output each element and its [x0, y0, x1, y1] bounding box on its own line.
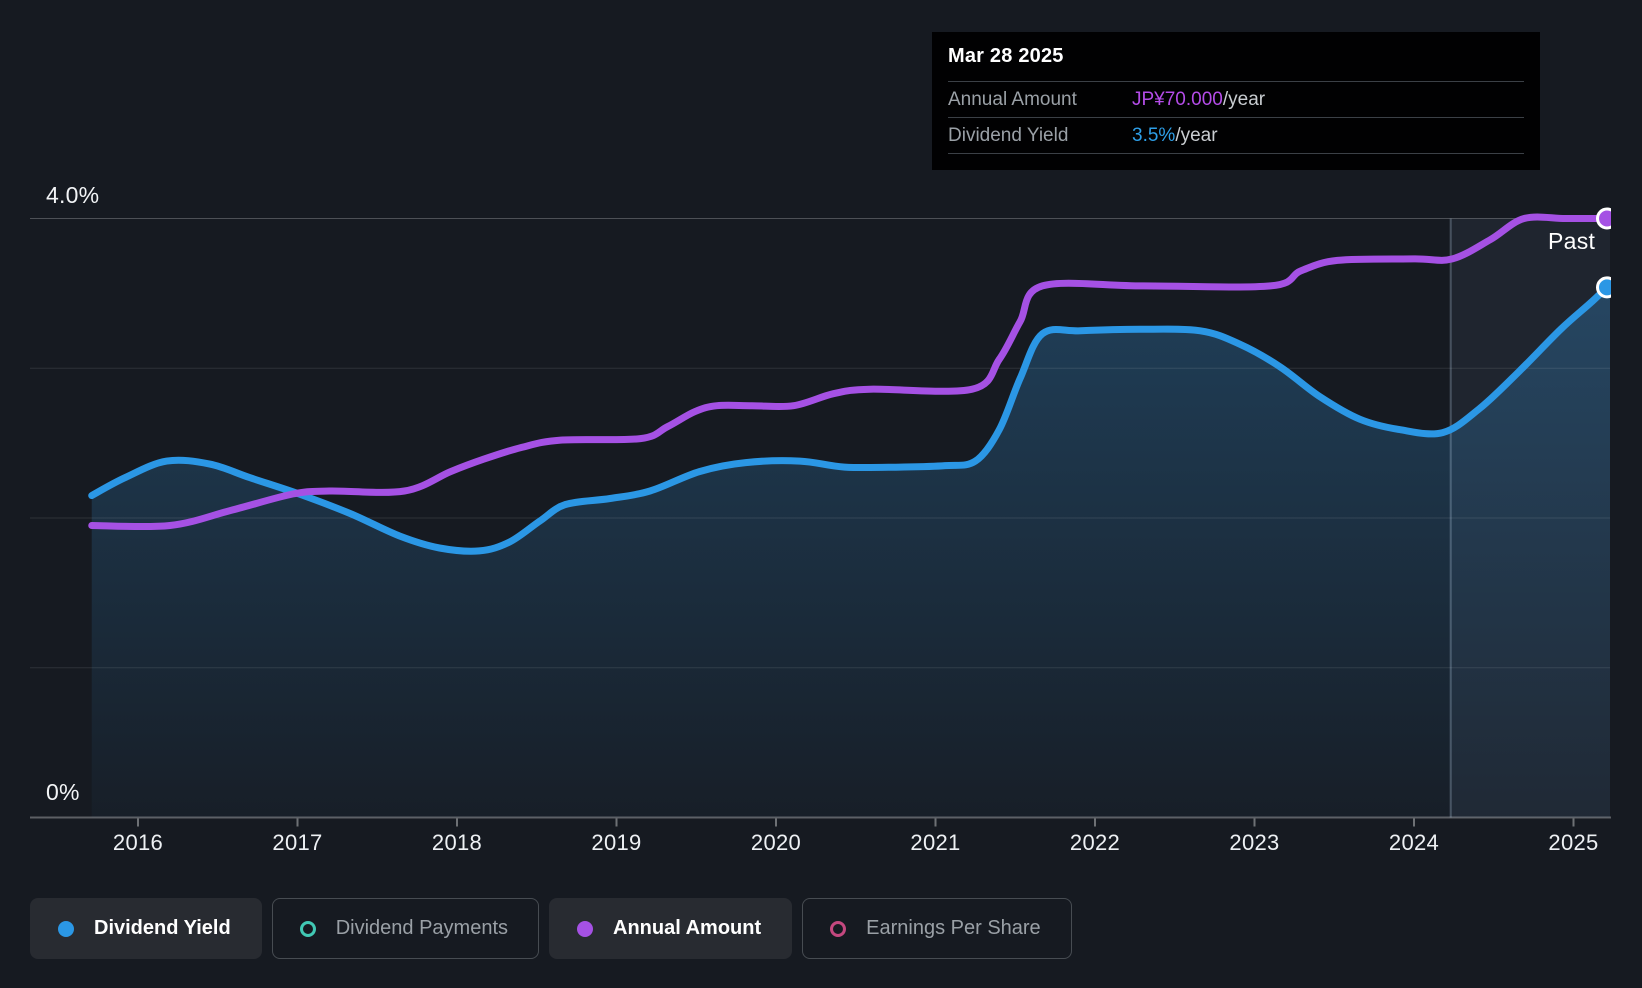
x-axis-label: 2019: [591, 830, 642, 855]
tooltip-row-label: Dividend Yield: [948, 124, 1069, 146]
annual-amount-end-marker: [1595, 207, 1611, 230]
x-axis-label: 2018: [431, 830, 483, 855]
legend-button-dividend-yield[interactable]: Dividend Yield: [30, 898, 262, 959]
y-axis-label-max: 4.0%: [46, 182, 100, 208]
x-axis-label: 2025: [1548, 830, 1599, 855]
x-axis-label: 2024: [1388, 830, 1440, 855]
legend-label: Dividend Yield: [94, 917, 231, 939]
x-axis-label: 2023: [1229, 830, 1280, 855]
x-axis-label: 2017: [272, 830, 323, 855]
tooltip-row: Dividend Yield 3.5%/year: [948, 118, 1524, 154]
tooltip-row: Annual Amount JP¥70.000/year: [948, 82, 1524, 118]
dividend-yield-area: [91, 287, 1611, 818]
legend-label: Annual Amount: [613, 917, 762, 939]
annual-amount-line: [88, 213, 1611, 531]
legend-label: Earnings Per Share: [866, 917, 1041, 939]
legend-button-annual-amount[interactable]: Annual Amount: [549, 898, 793, 959]
dividend-yield-legend-dot-icon: [58, 920, 74, 937]
tooltip-row-suffix: /year: [1175, 124, 1218, 146]
dividend-payments-legend-dot-icon: [299, 920, 316, 937]
legend-button-earnings-per-share[interactable]: Earnings Per Share: [802, 898, 1072, 959]
dividend-yield-line: [88, 283, 1611, 555]
y-axis-label-zero: 0%: [46, 779, 80, 805]
tooltip-row-label: Annual Amount: [948, 88, 1077, 110]
legend-button-dividend-payments[interactable]: Dividend Payments: [271, 898, 540, 959]
dividend-yield-end-marker: [1595, 276, 1611, 299]
earnings-per-share-legend-dot-icon: [830, 920, 847, 937]
chart-tooltip: Mar 28 2025 Annual Amount JP¥70.000/year D…: [932, 32, 1540, 170]
x-axis-label: 2020: [750, 830, 802, 855]
x-axis-label: 2022: [1069, 830, 1121, 855]
x-axis-label: 2021: [910, 830, 961, 855]
chart-legend: Dividend Yield Dividend Payments Annual Am…: [30, 898, 1072, 959]
tooltip-date: Mar 28 2025: [948, 32, 1524, 82]
tooltip-row-suffix: /year: [1222, 88, 1266, 110]
past-label: Past: [1548, 228, 1596, 254]
legend-label: Dividend Payments: [335, 917, 509, 939]
x-axis-label: 2016: [112, 830, 164, 855]
tooltip-row-value: 3.5%: [1132, 124, 1176, 146]
tooltip-row-value: JP¥70.000: [1132, 88, 1223, 110]
annual-amount-legend-dot-icon: [577, 920, 594, 937]
